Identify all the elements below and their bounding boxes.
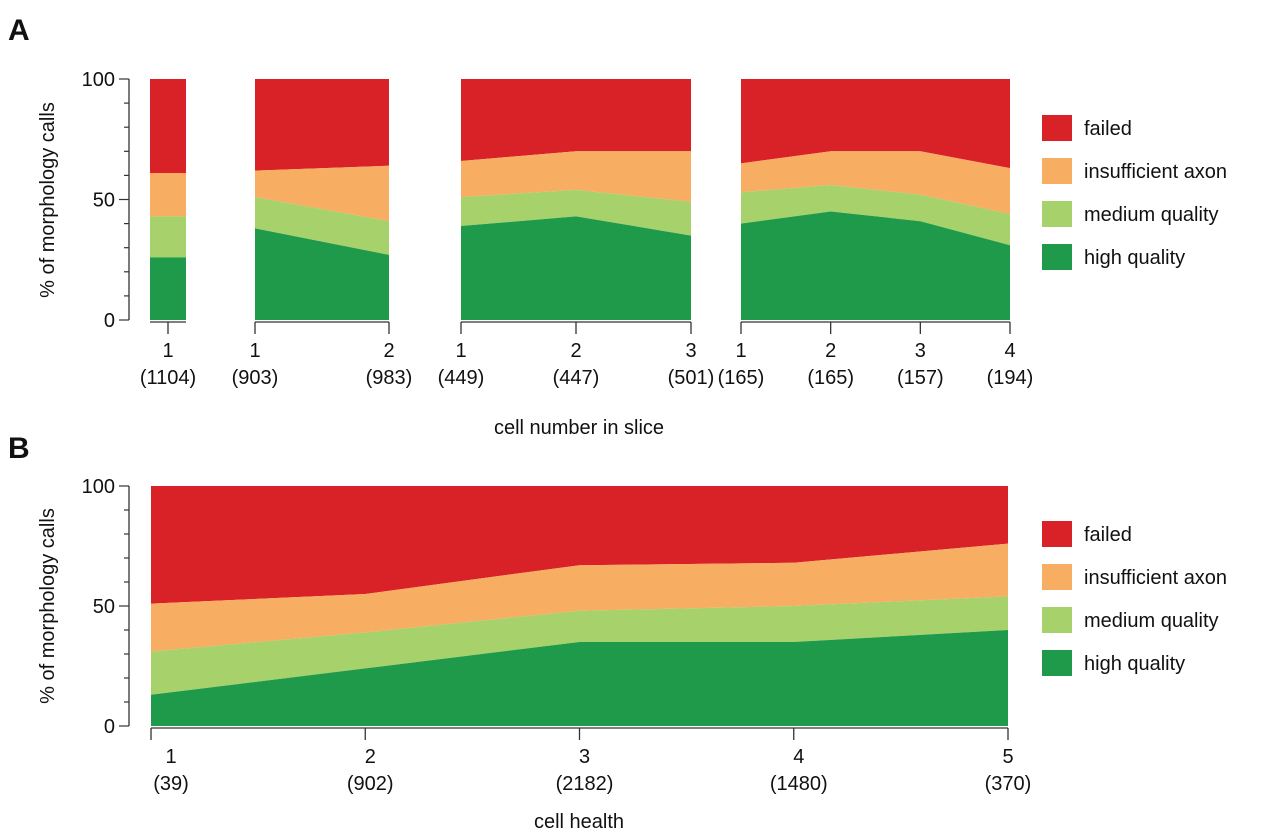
panel-a: A 0 50 100 1 (1104) 1 (903) 2 (983) 1 (449) 2 (447)… xyxy=(8,14,1227,439)
panel-b-x-tick-count: (370) xyxy=(985,773,1032,795)
panel-b-legend-label-high: high quality xyxy=(1084,653,1185,675)
panel-a-legend-swatch-failed xyxy=(1042,115,1072,141)
panel-b-legend-swatch-insufficient xyxy=(1042,564,1072,590)
panel-a-x-axis-label: cell number in slice xyxy=(494,417,664,439)
panel-a-x-tick-count: (903) xyxy=(232,367,279,389)
panel-a-legend-label-failed: failed xyxy=(1084,118,1132,140)
panel-b-area-failed xyxy=(151,486,1008,604)
panel-a-label: A xyxy=(8,14,30,47)
panel-b-legend-label-failed: failed xyxy=(1084,524,1132,546)
panel-a-x-tick-count: (194) xyxy=(987,367,1034,389)
panel-a-y-axis: 0 50 100 xyxy=(82,69,130,332)
panel-a-area-medium xyxy=(255,197,389,255)
panel-b-x-tick-count: (2182) xyxy=(556,773,614,795)
panel-b-x-tick-label: 1 xyxy=(165,746,176,768)
panel-a-area-medium xyxy=(741,185,1010,246)
panel-a-x-tick-label: 2 xyxy=(825,340,836,362)
panel-a-x-tick-count: (447) xyxy=(553,367,600,389)
panel-a-legend-swatch-high xyxy=(1042,244,1072,270)
panel-b-legend-swatch-medium xyxy=(1042,607,1072,633)
panel-a-x-tick-label: 4 xyxy=(1004,340,1015,362)
panel-b-legend: failed insufficient axon medium quality hig… xyxy=(1042,521,1227,676)
panel-b-x-tick-count: (902) xyxy=(347,773,394,795)
panel-a-x-tick-label: 1 xyxy=(455,340,466,362)
panel-a-x-tick-label: 3 xyxy=(685,340,696,362)
panel-b-legend-swatch-failed xyxy=(1042,521,1072,547)
panel-a-legend: failed insufficient axon medium quality hig… xyxy=(1042,115,1227,270)
panel-b-area-medium xyxy=(151,596,1008,695)
panel-a-area-failed xyxy=(741,79,1010,169)
panel-a-x-axis: 1 (1104) 1 (903) 2 (983) 1 (449) 2 (447) 3 (501) 1 (1… xyxy=(140,321,1034,389)
panel-b-legend-label-medium: medium quality xyxy=(1084,610,1219,632)
panel-a-area-high xyxy=(461,216,691,320)
panel-a-area-failed xyxy=(255,79,389,171)
panel-a-area-insufficient xyxy=(150,172,186,217)
panel-a-x-tick-count: (157) xyxy=(897,367,944,389)
panel-a-area-medium xyxy=(461,189,691,236)
panel-a-x-tick-label: 2 xyxy=(570,340,581,362)
panel-a-x-tick-label: 3 xyxy=(915,340,926,362)
panel-b-area-insufficient xyxy=(151,543,1008,652)
panel-b-y-tick-label: 0 xyxy=(104,716,115,738)
panel-a-area-failed xyxy=(461,79,691,161)
panel-a-x-tick-count: (1104) xyxy=(140,367,196,389)
panel-b-y-axis: 0 50 100 xyxy=(82,476,130,738)
panel-a-x-tick-count: (983) xyxy=(366,367,413,389)
panel-b-y-axis-label: % of morphology calls xyxy=(37,508,59,704)
panel-b-x-tick-label: 2 xyxy=(365,746,376,768)
panel-a-x-tick-count: (165) xyxy=(718,367,765,389)
panel-a-area-medium xyxy=(150,216,186,258)
panel-a-area-high xyxy=(255,228,389,320)
panel-b-area-high xyxy=(151,630,1008,726)
panel-a-legend-label-medium: medium quality xyxy=(1084,204,1219,226)
panel-b: B 0 50 100 1 (39) 2 (902) 3 (2182) 4 (1480) 5 (370)… xyxy=(8,432,1227,833)
panel-a-x-tick-label: 2 xyxy=(383,340,394,362)
panel-a-area-insufficient xyxy=(741,151,1010,214)
panel-a-x-tick-count: (165) xyxy=(807,367,854,389)
panel-b-legend-label-insufficient: insufficient axon xyxy=(1084,567,1227,589)
panel-a-legend-swatch-insufficient xyxy=(1042,158,1072,184)
panel-a-area-failed xyxy=(150,79,186,173)
panel-b-x-tick-label: 4 xyxy=(793,746,804,768)
panel-a-x-tick-label: 1 xyxy=(249,340,260,362)
panel-b-label: B xyxy=(8,432,30,465)
panel-b-y-tick-label: 50 xyxy=(93,596,115,618)
panel-a-area-high xyxy=(741,211,1010,320)
panel-a-y-tick-label: 50 xyxy=(93,190,115,212)
panel-a-y-tick-label: 100 xyxy=(82,69,115,91)
panel-b-x-tick-count: (39) xyxy=(153,773,189,795)
panel-b-x-tick-label: 5 xyxy=(1002,746,1013,768)
panel-a-legend-label-high: high quality xyxy=(1084,247,1185,269)
panel-b-x-axis: 1 (39) 2 (902) 3 (2182) 4 (1480) 5 (370) xyxy=(150,727,1032,795)
panel-a-x-tick-label: 1 xyxy=(735,340,746,362)
panel-a-x-tick-count: (501) xyxy=(668,367,715,389)
panel-a-y-tick-label: 0 xyxy=(104,310,115,332)
panel-a-legend-swatch-medium xyxy=(1042,201,1072,227)
panel-b-x-axis-label: cell health xyxy=(534,811,624,833)
panel-b-x-tick-label: 3 xyxy=(579,746,590,768)
panel-a-x-tick-label: 1 xyxy=(162,340,173,362)
panel-a-areas xyxy=(150,79,1010,320)
panel-a-area-high xyxy=(150,257,186,320)
panel-a-x-tick-count: (449) xyxy=(438,367,485,389)
panel-a-y-axis-label: % of morphology calls xyxy=(37,102,59,298)
panel-a-area-insufficient xyxy=(461,151,691,202)
panel-a-legend-label-insufficient: insufficient axon xyxy=(1084,161,1227,183)
panel-b-areas xyxy=(151,486,1008,726)
panel-b-x-tick-count: (1480) xyxy=(770,773,828,795)
panel-a-area-insufficient xyxy=(255,165,389,222)
panel-b-y-tick-label: 100 xyxy=(82,476,115,498)
panel-b-legend-swatch-high xyxy=(1042,650,1072,676)
